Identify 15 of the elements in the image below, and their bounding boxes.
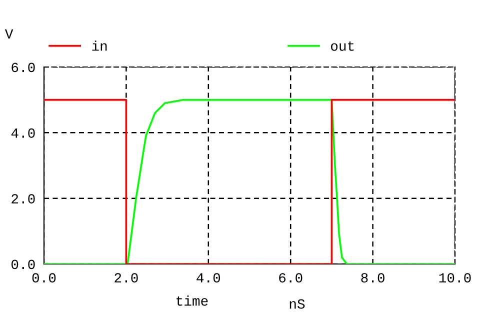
text: nS xyxy=(290,299,305,309)
y-axis-title: V xyxy=(4,29,14,39)
x-tick-label: 0.0 xyxy=(32,273,56,283)
x-tick-label: 2.0 xyxy=(114,273,138,283)
x-tick-label: 4.0 xyxy=(196,273,220,283)
y-tick-label: 6.0 xyxy=(12,62,35,72)
y-tick-label: 4.0 xyxy=(11,128,35,138)
y-tick-label: 0.0 xyxy=(12,260,35,270)
x-tick-label: 10.0 xyxy=(439,273,471,283)
legend-label: in xyxy=(92,40,107,51)
legend-label: out xyxy=(330,41,354,51)
x-tick-label: 6.0 xyxy=(279,273,302,283)
x-tick-label: 8.0 xyxy=(361,273,384,283)
y-tick-label: 2.0 xyxy=(12,194,35,204)
x-axis-title: time xyxy=(176,296,208,306)
